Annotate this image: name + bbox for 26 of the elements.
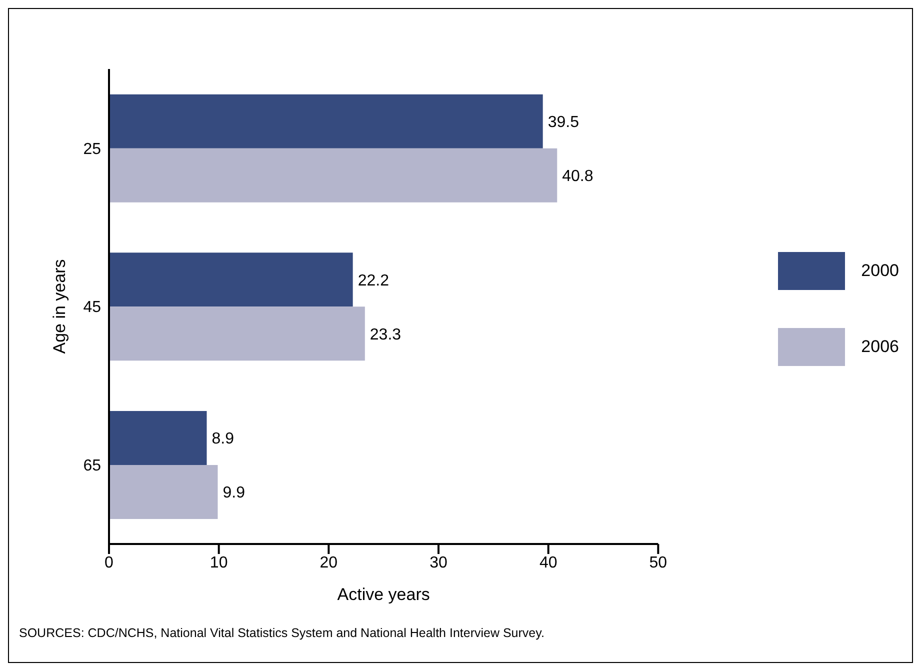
data-label: 39.5 <box>548 114 580 132</box>
data-label: 40.8 <box>562 168 594 186</box>
bar <box>109 465 218 519</box>
bar <box>109 148 558 202</box>
x-tick-label: 0 <box>104 554 114 572</box>
bar <box>109 411 207 465</box>
data-label: 22.2 <box>358 272 390 290</box>
data-label: 8.9 <box>212 430 234 448</box>
bar <box>109 306 365 361</box>
bar <box>109 94 543 148</box>
x-tick-label: 30 <box>430 554 448 572</box>
data-label: 9.9 <box>222 484 246 502</box>
legend-label: 2006 <box>861 337 899 357</box>
bar <box>109 252 353 307</box>
source-note: SOURCES: CDC/NCHS, National Vital Statistics System and National Health Interview Survey. <box>19 626 544 640</box>
data-label: 23.3 <box>370 326 402 344</box>
x-tick-label: 50 <box>649 554 668 572</box>
x-tick-label: 20 <box>320 554 338 572</box>
y-tick-label: 45 <box>83 299 102 316</box>
x-tick-label: 10 <box>210 554 228 572</box>
y-tick-label: 65 <box>83 458 102 475</box>
legend-label: 2000 <box>861 261 899 281</box>
y-axis-title: Age in years <box>50 259 70 354</box>
x-axis-title: Active years <box>337 585 430 604</box>
x-tick-label: 40 <box>539 554 558 572</box>
y-tick-label: 25 <box>83 140 102 158</box>
